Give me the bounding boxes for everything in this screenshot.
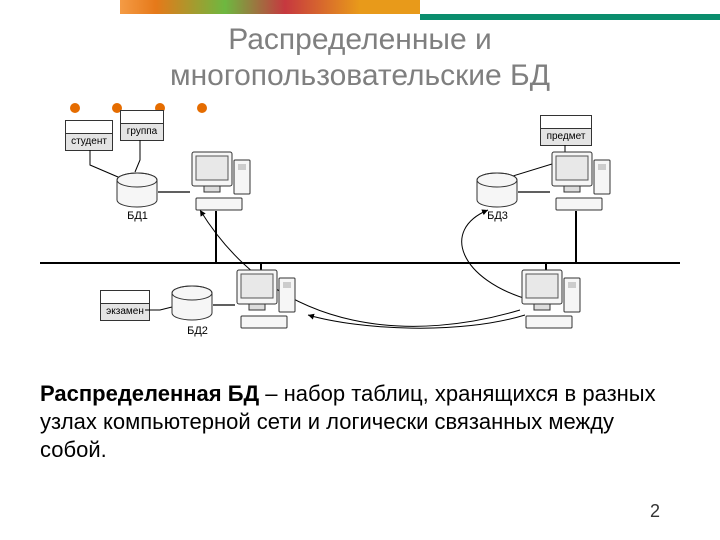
network-drop [575,211,577,262]
computer-icon [235,268,305,333]
table-group: группа [120,110,164,141]
slide-title-line1: Распределенные и [228,23,492,56]
header-decor [120,0,720,20]
table-subject: предмет [540,115,592,146]
db-cylinder-db2 [170,285,215,323]
table-label: группа [120,123,164,141]
table-exam: экзамен [100,290,150,321]
db-label-db3: БД3 [480,210,515,222]
computer-icon [190,150,260,215]
table-label: студент [65,133,113,151]
header-decor-right [420,14,720,20]
table-header [540,115,592,128]
table-label: экзамен [100,303,150,321]
network-backbone [40,262,680,264]
db-cylinder-db3 [475,172,520,210]
definition-term: Распределенная БД [40,381,259,406]
table-header [100,290,150,303]
header-decor-left [120,0,420,14]
db-label-db2: БД2 [180,325,215,337]
computer-icon [550,150,620,215]
computer-icon-client [520,268,590,333]
network-drop [215,211,217,262]
db-cylinder-db1 [115,172,160,210]
slide-title: Распределенные и многопользовательские Б… [0,22,720,94]
network-diagram: студент группа предмет экзамен [40,110,680,360]
header-decor-spacer [420,0,720,14]
page-number: 2 [650,501,660,522]
table-student: студент [65,120,113,151]
db-label-db1: БД1 [120,210,155,222]
table-label: предмет [540,128,592,146]
slide-title-line2: многопользовательские БД [170,59,550,92]
table-header [120,110,164,123]
table-header [65,120,113,133]
definition-text: Распределенная БД – набор таблиц, хранящ… [40,380,670,464]
